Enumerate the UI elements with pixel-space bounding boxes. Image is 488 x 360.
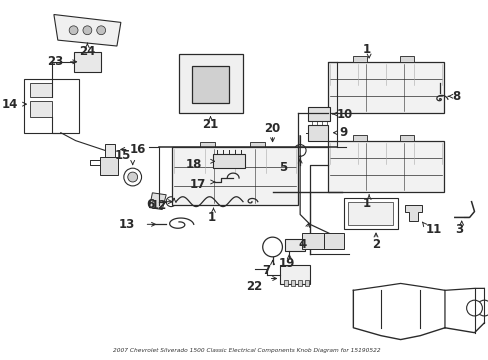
- Text: 13: 13: [118, 218, 134, 231]
- Bar: [327, 141, 443, 192]
- Circle shape: [262, 237, 282, 257]
- Bar: [327, 62, 443, 113]
- Text: 10: 10: [336, 108, 352, 121]
- Circle shape: [123, 168, 141, 186]
- Bar: [200, 141, 215, 148]
- Circle shape: [466, 300, 481, 316]
- Circle shape: [78, 58, 85, 66]
- Bar: [302, 233, 323, 249]
- Text: 15: 15: [114, 149, 131, 162]
- Text: 1: 1: [362, 44, 370, 57]
- Text: 1: 1: [362, 197, 370, 210]
- Text: 6: 6: [146, 198, 154, 211]
- Text: 5: 5: [279, 161, 287, 174]
- Text: 2: 2: [371, 238, 379, 251]
- Bar: [100, 157, 118, 175]
- Bar: [323, 233, 343, 249]
- Circle shape: [69, 26, 78, 35]
- Bar: [284, 280, 288, 287]
- Bar: [353, 135, 366, 141]
- Bar: [399, 56, 413, 62]
- Polygon shape: [404, 204, 422, 221]
- Bar: [343, 198, 397, 229]
- Bar: [298, 280, 302, 287]
- Text: 14: 14: [2, 98, 19, 111]
- Circle shape: [294, 144, 305, 156]
- Text: 3: 3: [455, 223, 463, 236]
- Text: 7: 7: [262, 264, 270, 277]
- Bar: [307, 107, 329, 121]
- Text: 4: 4: [298, 238, 306, 251]
- Circle shape: [166, 197, 176, 207]
- Text: 17: 17: [189, 179, 205, 192]
- Text: 20: 20: [264, 122, 280, 135]
- Bar: [250, 141, 265, 148]
- Text: 21: 21: [202, 118, 218, 131]
- Polygon shape: [149, 193, 166, 210]
- Text: 2007 Chevrolet Silverado 1500 Classic Electrical Components Knob Diagram for 151: 2007 Chevrolet Silverado 1500 Classic El…: [113, 348, 380, 354]
- Bar: [179, 54, 243, 113]
- Text: 12: 12: [151, 199, 167, 212]
- Bar: [280, 265, 309, 284]
- Bar: [191, 66, 229, 103]
- Bar: [30, 84, 52, 97]
- Bar: [105, 144, 115, 157]
- Text: 11: 11: [425, 223, 441, 236]
- Text: 1: 1: [207, 211, 215, 224]
- Text: 24: 24: [79, 45, 95, 58]
- Bar: [307, 125, 327, 141]
- Text: 23: 23: [47, 55, 63, 68]
- Text: 22: 22: [246, 280, 262, 293]
- Text: 9: 9: [339, 126, 347, 139]
- Bar: [353, 56, 366, 62]
- Polygon shape: [54, 14, 121, 46]
- Bar: [348, 202, 392, 225]
- Bar: [30, 101, 52, 117]
- Bar: [305, 280, 308, 287]
- Circle shape: [475, 300, 488, 316]
- Circle shape: [83, 26, 92, 35]
- Bar: [172, 148, 298, 204]
- Circle shape: [97, 26, 105, 35]
- Text: 8: 8: [451, 90, 459, 103]
- Bar: [213, 154, 244, 168]
- Bar: [24, 78, 79, 133]
- Bar: [73, 52, 101, 72]
- Text: 16: 16: [129, 143, 146, 156]
- Text: 19: 19: [279, 257, 295, 270]
- Bar: [399, 135, 413, 141]
- Text: 18: 18: [185, 158, 201, 171]
- Circle shape: [85, 58, 93, 66]
- Bar: [291, 280, 295, 287]
- Circle shape: [127, 172, 137, 182]
- Bar: [285, 239, 305, 251]
- Circle shape: [205, 80, 215, 89]
